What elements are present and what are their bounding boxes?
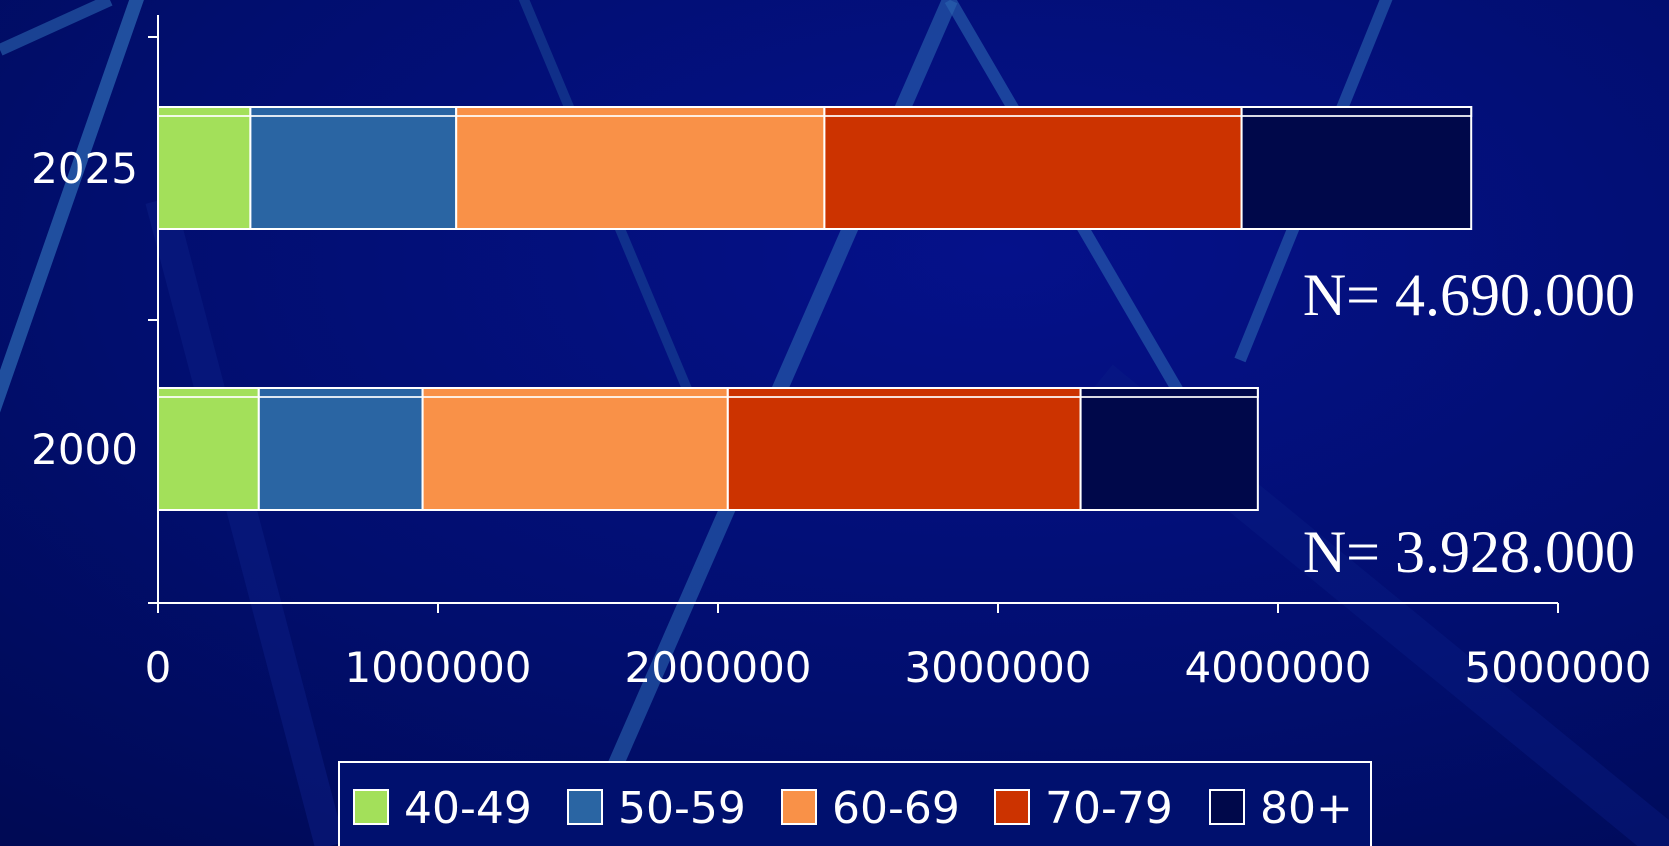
bar-segment (726, 387, 1082, 511)
total-annotation: N= 3.928.000 (1303, 519, 1635, 585)
legend-label: 80+ (1260, 783, 1353, 834)
legend-swatch (353, 789, 389, 825)
legend-item: 50-59 (567, 783, 746, 834)
legend-item: 80+ (1209, 783, 1353, 834)
legend-swatch (1209, 789, 1245, 825)
x-tick-label: 0 (145, 643, 172, 692)
legend-label: 70-79 (1045, 783, 1173, 834)
legend-item: 70-79 (994, 783, 1173, 834)
x-tick-label: 5000000 (1464, 643, 1651, 692)
legend-item: 60-69 (781, 783, 960, 834)
bar-segment (157, 387, 260, 511)
tick-labels: 0 1000000 2000000 3000000 4000000 5000000 2025… (31, 144, 1651, 692)
bar-segment (421, 387, 729, 511)
bar-segment (1079, 387, 1259, 511)
bar-segment (823, 106, 1243, 230)
total-annotation: N= 4.690.000 (1303, 262, 1635, 328)
bars (157, 106, 1473, 511)
x-tick-label: 1000000 (344, 643, 531, 692)
y-tick-label: 2025 (31, 144, 138, 193)
legend-label: 50-59 (618, 783, 746, 834)
legend-swatch (781, 789, 817, 825)
bar-segment (257, 387, 424, 511)
bar-segment (249, 106, 458, 230)
legend: 40-49 50-59 60-69 70-79 80+ (338, 761, 1372, 846)
x-tick-label: 3000000 (904, 643, 1091, 692)
legend-label: 60-69 (832, 783, 960, 834)
x-tick-label: 4000000 (1184, 643, 1371, 692)
legend-swatch (567, 789, 603, 825)
bar-segment (157, 106, 252, 230)
legend-box (338, 761, 1372, 846)
legend-swatch (994, 789, 1030, 825)
bar-segment (1240, 106, 1473, 230)
legend-item: 40-49 (353, 783, 532, 834)
bar-segment (455, 106, 826, 230)
annotations: N= 4.690.000 N= 3.928.000 (1303, 262, 1635, 585)
x-tick-label: 2000000 (624, 643, 811, 692)
legend-label: 40-49 (404, 783, 532, 834)
y-tick-label: 2000 (31, 425, 138, 474)
